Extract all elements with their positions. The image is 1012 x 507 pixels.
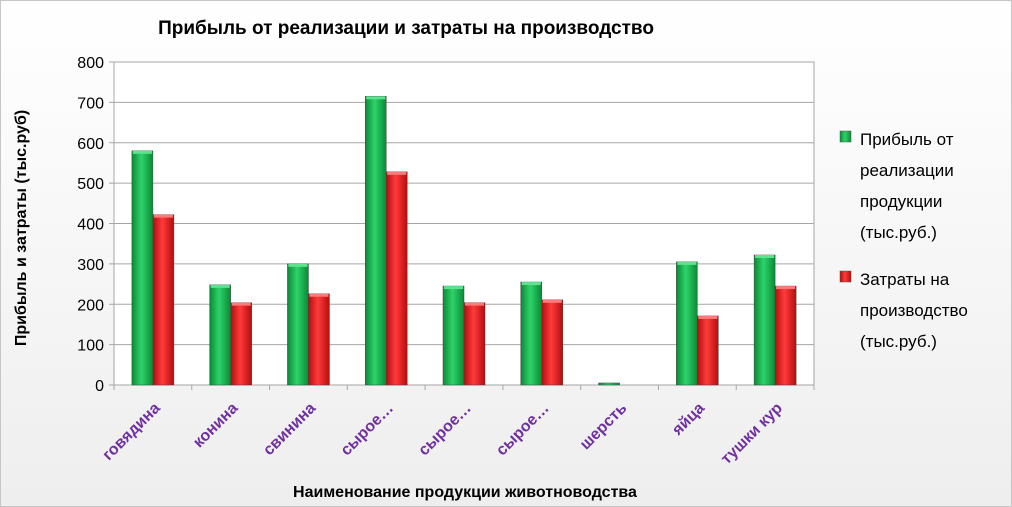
legend: Прибыль от реализации продукции (тыс.руб.) З… — [839, 130, 968, 351]
legend-swatch — [839, 270, 852, 283]
bar — [209, 284, 231, 386]
bar-top — [521, 282, 541, 286]
bar — [364, 96, 387, 386]
x-category-label: свинина — [260, 400, 319, 459]
bar-top — [387, 171, 407, 175]
y-tick-label: 100 — [77, 338, 104, 355]
bar — [520, 281, 543, 386]
legend-label: Затраты на — [860, 270, 950, 289]
x-category-label: шерсть — [577, 400, 631, 454]
bar-top — [677, 261, 697, 265]
y-tick-label: 400 — [77, 217, 104, 234]
bar — [152, 214, 175, 386]
y-tick-label: 0 — [95, 378, 104, 395]
bar-top — [210, 284, 230, 288]
legend-label: реализации — [860, 161, 954, 180]
bar-top — [132, 150, 152, 154]
x-axis-title: Наименование продукции животноводства — [293, 484, 637, 501]
bar — [697, 315, 719, 386]
chart-title: Прибыль от реализации и затраты на произ… — [158, 18, 654, 39]
bar — [676, 261, 698, 386]
bar-top — [309, 293, 329, 297]
x-category-label: конина — [190, 400, 241, 451]
y-axis-title: Прибыль и затраты (тыс.руб) — [13, 110, 30, 346]
bar — [385, 171, 408, 386]
bar-top — [755, 254, 775, 258]
bar-top — [231, 302, 251, 306]
bar-top — [542, 299, 562, 303]
bar — [308, 293, 330, 386]
bar-top — [465, 302, 484, 306]
legend-label: продукции — [860, 192, 942, 211]
y-tick-label: 200 — [77, 297, 104, 314]
bar — [131, 150, 154, 386]
bar — [463, 302, 486, 386]
bar — [598, 382, 620, 386]
x-category-label: говядина — [100, 400, 164, 464]
legend-label: (тыс.руб.) — [860, 332, 937, 351]
y-tick-label: 500 — [77, 176, 104, 193]
bar — [230, 302, 252, 386]
legend-swatch — [839, 130, 852, 143]
y-tick-label: 800 — [77, 55, 104, 72]
bar-top — [153, 214, 173, 218]
bar — [541, 299, 564, 386]
bar-top — [288, 263, 308, 267]
x-category-label: тушки кур — [718, 400, 786, 468]
legend-label: Прибыль от — [860, 130, 954, 149]
legend-label: производство — [860, 301, 968, 320]
x-category-label: яйца — [668, 400, 708, 440]
bar — [442, 285, 465, 386]
y-tick-label: 700 — [77, 95, 104, 112]
bar-top — [366, 96, 386, 100]
bar-top — [444, 286, 463, 290]
y-tick-label: 300 — [77, 257, 104, 274]
bar — [753, 254, 776, 386]
bar — [287, 263, 309, 386]
bar-top — [698, 315, 718, 319]
bar-top — [776, 286, 796, 290]
y-tick-label: 600 — [77, 136, 104, 153]
x-category-label: сырое… — [493, 400, 552, 459]
bar — [774, 285, 797, 386]
x-category-label: сырое… — [415, 400, 474, 459]
x-category-label: сырое… — [338, 400, 397, 459]
legend-label: (тыс.руб.) — [860, 223, 937, 242]
